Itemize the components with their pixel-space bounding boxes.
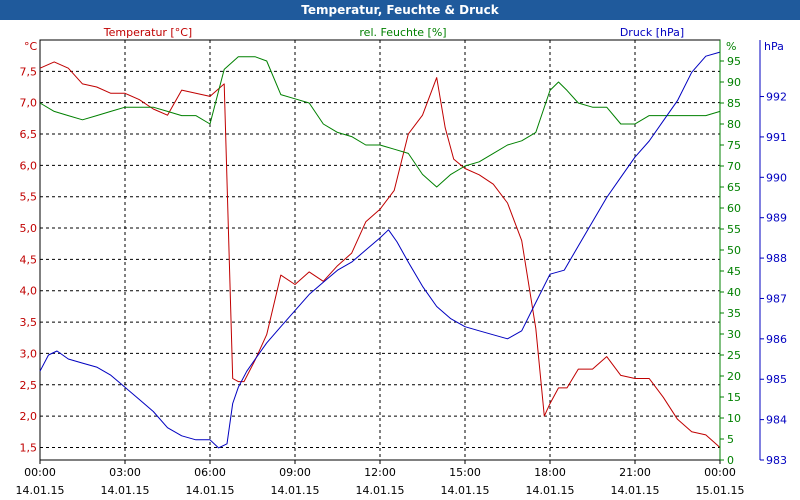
temperature-tick-label: 5,0 bbox=[20, 222, 38, 235]
x-tick-date: 14.01.15 bbox=[271, 484, 320, 497]
pressure-tick-label: 985 bbox=[766, 373, 787, 386]
x-tick-date: 14.01.15 bbox=[356, 484, 405, 497]
temperature-tick-label: 3,0 bbox=[20, 347, 38, 360]
series-line-temperature bbox=[39, 61, 721, 448]
temperature-tick-label: 7,5 bbox=[20, 65, 38, 78]
humidity-tick-label: 45 bbox=[727, 265, 741, 278]
temperature-tick-label: 6,5 bbox=[20, 128, 38, 141]
pressure-tick-label: 983 bbox=[766, 454, 787, 467]
series-group bbox=[39, 51, 721, 449]
humidity-tick-label: 55 bbox=[727, 223, 741, 236]
pressure-tick-label: 984 bbox=[766, 414, 787, 427]
temperature-tick-label: 4,0 bbox=[20, 285, 38, 298]
x-tick-date: 14.01.15 bbox=[441, 484, 490, 497]
x-tick-time: 03:00 bbox=[109, 466, 141, 479]
x-tick-date: 14.01.15 bbox=[526, 484, 575, 497]
humidity-tick-label: 40 bbox=[727, 286, 741, 299]
temperature-axis-unit: °C bbox=[24, 40, 38, 53]
humidity-tick-label: 70 bbox=[727, 160, 741, 173]
x-tick-date: 14.01.15 bbox=[16, 484, 65, 497]
pressure-tick-label: 990 bbox=[766, 171, 787, 184]
humidity-tick-label: 10 bbox=[727, 412, 741, 425]
pressure-tick-label: 992 bbox=[766, 91, 787, 104]
pressure-tick-label: 987 bbox=[766, 292, 787, 305]
temperature-tick-label: 6,0 bbox=[20, 159, 38, 172]
pressure-axis-unit: hPa bbox=[764, 40, 784, 53]
temperature-tick-label: 3,5 bbox=[20, 316, 38, 329]
pressure-tick-label: 991 bbox=[766, 131, 787, 144]
humidity-tick-label: 85 bbox=[727, 97, 741, 110]
humidity-tick-label: 50 bbox=[727, 244, 741, 257]
x-tick-time: 00:00 bbox=[704, 466, 736, 479]
humidity-tick-label: 30 bbox=[727, 328, 741, 341]
legend-pressure: Druck [hPa] bbox=[620, 26, 684, 39]
pressure-tick-label: 986 bbox=[766, 333, 787, 346]
x-tick-date: 14.01.15 bbox=[101, 484, 150, 497]
x-tick-time: 18:00 bbox=[534, 466, 566, 479]
temperature-tick-label: 2,0 bbox=[20, 410, 38, 423]
temperature-tick-label: 7,0 bbox=[20, 97, 38, 110]
humidity-tick-label: 65 bbox=[727, 181, 741, 194]
series-line-pressure bbox=[39, 51, 721, 449]
humidity-tick-label: 25 bbox=[727, 349, 741, 362]
x-tick-date: 14.01.15 bbox=[611, 484, 660, 497]
pressure-tick-label: 988 bbox=[766, 252, 787, 265]
x-tick-time: 15:00 bbox=[449, 466, 481, 479]
grid bbox=[40, 40, 720, 460]
pressure-tick-label: 989 bbox=[766, 212, 787, 225]
temperature-tick-label: 5,5 bbox=[20, 191, 38, 204]
x-tick-time: 09:00 bbox=[279, 466, 311, 479]
humidity-tick-label: 5 bbox=[727, 433, 734, 446]
humidity-tick-label: 35 bbox=[727, 307, 741, 320]
humidity-tick-label: 75 bbox=[727, 139, 741, 152]
humidity-tick-label: 80 bbox=[727, 118, 741, 131]
temperature-tick-label: 4,5 bbox=[20, 253, 38, 266]
humidity-tick-label: 95 bbox=[727, 55, 741, 68]
humidity-tick-label: 20 bbox=[727, 370, 741, 383]
x-tick-time: 12:00 bbox=[364, 466, 396, 479]
x-tick-time: 06:00 bbox=[194, 466, 226, 479]
legend-humidity: rel. Feuchte [%] bbox=[359, 26, 446, 39]
temperature-tick-label: 1,5 bbox=[20, 441, 38, 454]
x-tick-time: 21:00 bbox=[619, 466, 651, 479]
humidity-tick-label: 90 bbox=[727, 76, 741, 89]
temperature-tick-label: 2,5 bbox=[20, 379, 38, 392]
series-line-humidity bbox=[39, 56, 721, 188]
chart-title-bar: Temperatur, Feuchte & Druck bbox=[0, 0, 800, 20]
x-tick-time: 00:00 bbox=[24, 466, 56, 479]
humidity-axis-unit: % bbox=[726, 40, 736, 53]
legend-temperature: Temperatur [°C] bbox=[103, 26, 192, 39]
humidity-tick-label: 15 bbox=[727, 391, 741, 404]
axes-group: 00:00 14.01.15 03:00 14.01.15 06:00 14.01.15 0… bbox=[16, 26, 787, 497]
humidity-tick-label: 0 bbox=[727, 454, 734, 467]
chart-title: Temperatur, Feuchte & Druck bbox=[301, 3, 499, 17]
x-tick-date: 15.01.15 bbox=[696, 484, 745, 497]
humidity-tick-label: 60 bbox=[727, 202, 741, 215]
x-tick-date: 14.01.15 bbox=[186, 484, 235, 497]
